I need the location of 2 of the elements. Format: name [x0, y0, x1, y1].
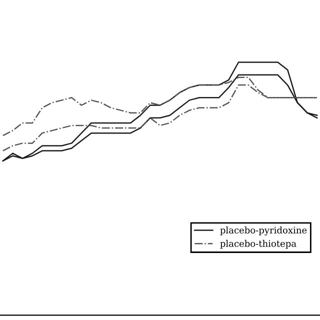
legend-label: placebo-pyridoxine — [220, 226, 307, 236]
legend-label: placebo-thiotepa — [220, 240, 296, 249]
